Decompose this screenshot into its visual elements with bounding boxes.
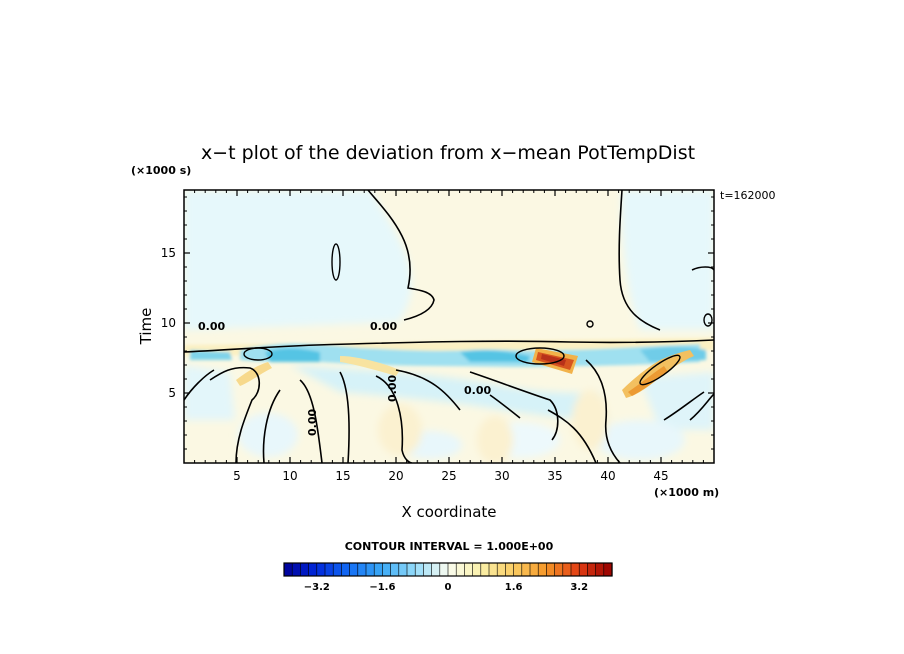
y-unit-label: (×1000 s) bbox=[131, 164, 191, 177]
contour-label: 0.00 bbox=[306, 409, 319, 436]
x-tick-label: 20 bbox=[388, 469, 403, 483]
x-tick-label: 15 bbox=[335, 469, 350, 483]
colorbar-cell bbox=[382, 562, 392, 577]
colorbar-tick-label: 1.6 bbox=[505, 582, 523, 593]
x-tick-label: 25 bbox=[441, 469, 456, 483]
colorbar-cell bbox=[546, 562, 556, 577]
contour-lines bbox=[184, 190, 714, 463]
colorbar-cell bbox=[472, 562, 482, 577]
contour-label: 0.00 bbox=[386, 375, 399, 402]
y-tick-label: 5 bbox=[168, 386, 176, 400]
x-unit-label: (×1000 m) bbox=[654, 486, 719, 499]
colorbar-cell bbox=[537, 562, 548, 577]
chart-title: x−t plot of the deviation from x−mean Po… bbox=[201, 142, 695, 164]
time-stamp-label: t=162000 bbox=[720, 189, 776, 202]
colorbar: −3.2 −1.6 0 1.6 3.2 bbox=[283, 562, 613, 593]
colorbar-cell bbox=[308, 562, 318, 577]
colorbar-cell bbox=[488, 562, 498, 577]
x-tick-label: 35 bbox=[547, 469, 562, 483]
colorbar-cell bbox=[529, 562, 539, 577]
colorbar-cell bbox=[521, 562, 531, 577]
colorbar-cell bbox=[357, 562, 367, 577]
colorbar-cell bbox=[349, 562, 359, 577]
colorbar-cell bbox=[595, 562, 605, 577]
colorbar-cell bbox=[365, 562, 375, 577]
colorbar-cell bbox=[373, 562, 384, 577]
plot-area: 0.00 0.00 0.00 0.00 0.00 bbox=[184, 190, 714, 463]
colorbar-frame bbox=[283, 562, 613, 577]
colorbar-cell bbox=[291, 562, 302, 577]
colorbar-cell bbox=[300, 562, 310, 577]
x-tick-label: 10 bbox=[282, 469, 297, 483]
colorbar-tick-label: 3.2 bbox=[570, 582, 588, 593]
contour-rings bbox=[243, 243, 713, 386]
colorbar-cell bbox=[447, 562, 457, 577]
colorbar-cell bbox=[455, 562, 466, 577]
field-soft-shading bbox=[184, 190, 714, 463]
contour-label: 0.00 bbox=[198, 320, 225, 333]
y-tick-label: 10 bbox=[161, 316, 176, 330]
colorbar-cell bbox=[505, 562, 515, 577]
colorbar-cell bbox=[431, 562, 441, 577]
x-tick-label: 5 bbox=[233, 469, 241, 483]
colorbar-tick-label: −3.2 bbox=[304, 582, 330, 593]
colorbar-cell bbox=[406, 562, 416, 577]
colorbar-cell bbox=[341, 562, 351, 577]
x-axis-label: X coordinate bbox=[401, 503, 496, 521]
colorbar-cell bbox=[398, 562, 408, 577]
colorbar-tick-label: −1.6 bbox=[369, 582, 395, 593]
contour-label: 0.00 bbox=[370, 320, 397, 333]
contour-interval-text: CONTOUR INTERVAL = 1.000E+00 bbox=[345, 540, 554, 553]
x-tick-label: 40 bbox=[600, 469, 615, 483]
y-axis-label: Time bbox=[137, 308, 155, 346]
colorbar-cell bbox=[587, 562, 597, 577]
colorbar-cell bbox=[603, 562, 613, 577]
colorbar-cell bbox=[513, 562, 523, 577]
colorbar-cell bbox=[414, 562, 425, 577]
colorbar-cell bbox=[283, 562, 293, 577]
zero-labels: 0.00 0.00 0.00 0.00 0.00 bbox=[198, 320, 491, 436]
x-tick-label: 45 bbox=[653, 469, 668, 483]
colorbar-cell bbox=[496, 562, 507, 577]
x-axis-ticks: 5 10 15 20 25 30 35 40 45 bbox=[194, 190, 704, 483]
colorbar-cell bbox=[390, 562, 400, 577]
colorbar-cell bbox=[562, 562, 572, 577]
colorbar-cell bbox=[332, 562, 343, 577]
contour-label: 0.00 bbox=[464, 384, 491, 397]
x-tick-label: 30 bbox=[494, 469, 509, 483]
colorbar-cell bbox=[439, 562, 449, 577]
colorbar-cell bbox=[324, 562, 334, 577]
colorbar-cell bbox=[480, 562, 490, 577]
colorbar-tick-label: 0 bbox=[445, 582, 452, 593]
colorbar-cell bbox=[316, 562, 326, 577]
colorbar-cell bbox=[578, 562, 589, 577]
warm-features bbox=[236, 348, 694, 398]
colorbar-cell bbox=[570, 562, 580, 577]
colorbar-cell bbox=[423, 562, 433, 577]
y-tick-label: 15 bbox=[161, 246, 176, 260]
colorbar-cell bbox=[464, 562, 474, 577]
y-axis-ticks: 5 10 15 bbox=[161, 196, 714, 450]
colorbar-cell bbox=[554, 562, 564, 577]
